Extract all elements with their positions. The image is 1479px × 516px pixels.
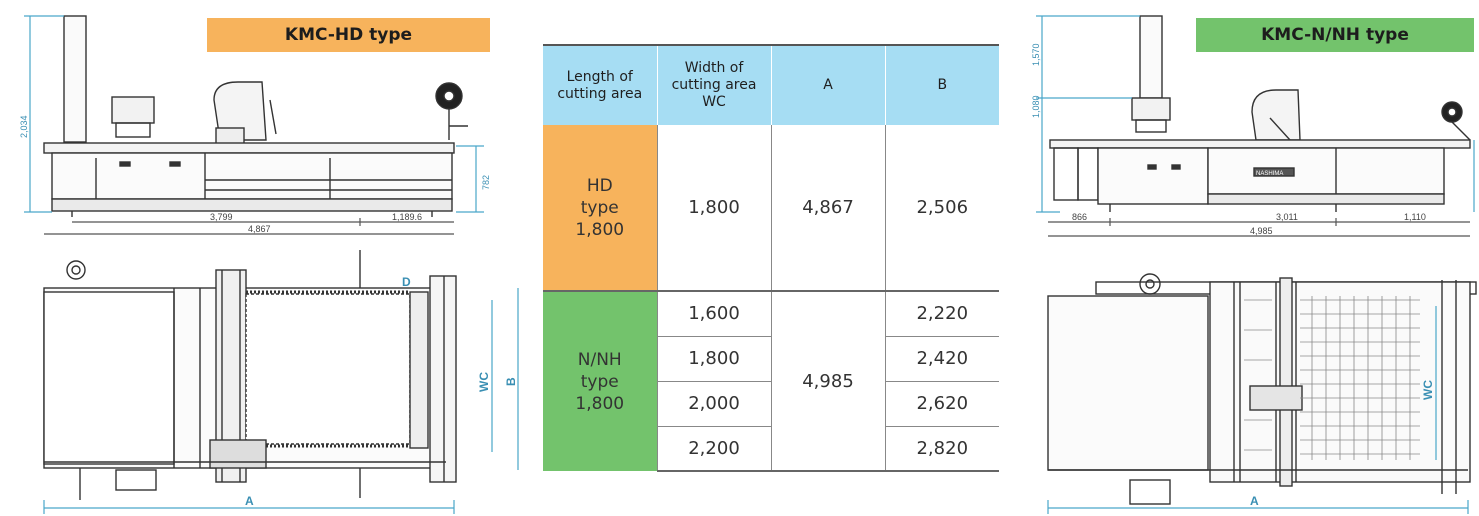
nh-len-right-label: 1,110 <box>1404 212 1426 222</box>
hd-side-elevation <box>43 15 468 217</box>
hd-table-height-label: 782 <box>481 175 491 190</box>
nh-b-cell: 2,620 <box>885 381 999 427</box>
table-row: 2,000 2,620 <box>543 381 999 427</box>
table-row: 2,200 2,820 <box>543 426 999 472</box>
spec-header-row: Length of cutting area Width of cutting ar… <box>543 45 999 125</box>
hd-group-cell: HD type 1,800 <box>543 125 658 292</box>
nh-len-left-label: 866 <box>1072 212 1087 222</box>
nh-b-cell: 2,420 <box>885 336 999 382</box>
nh-plan-length-label: A <box>1250 494 1259 508</box>
nh-wc-cell: 1,800 <box>657 336 772 382</box>
hd-len-main-label: 3,799 <box>210 212 233 222</box>
nh-plan-width-label: WC <box>1421 380 1435 400</box>
nh-wc-cell: 1,600 <box>657 291 772 337</box>
header-b: B <box>885 45 999 125</box>
table-row: HD type 1,800 1,800 4,867 2,506 <box>543 125 999 292</box>
nh-plan-view <box>1047 273 1477 505</box>
hd-height-total-label: 2,034 <box>19 115 29 138</box>
hd-type-badge: KMC-HD type <box>207 18 490 52</box>
nh-cutting-grid <box>1244 296 1420 460</box>
hd-plan-width-label: WC <box>477 372 491 392</box>
table-row: N/NH type 1,800 1,600 4,985 2,220 <box>543 291 999 472</box>
header-length: Length of cutting area <box>543 45 658 125</box>
hd-len-right-label: 1,189.6 <box>392 212 422 222</box>
nh-height-high-label: 1,570 <box>1031 43 1041 66</box>
nh-brand-plate: NASHIMA <box>1256 171 1283 177</box>
nh-b-cell: 2,820 <box>885 426 999 472</box>
nh-len-total-label: 4,985 <box>1250 226 1273 236</box>
hd-drawings: 2,034 782 3,799 1,189.6 4,867 WC B A D <box>19 15 519 514</box>
nh-b-cell: 2,220 <box>885 291 999 337</box>
nh-wc-cell: 2,200 <box>657 426 772 472</box>
spec-table: Length of cutting area Width of cutting ar… <box>543 44 999 472</box>
nh-type-badge: KMC-N/NH type <box>1196 18 1474 52</box>
nh-height-low-label: 1,080 <box>1031 95 1041 118</box>
hd-len-total-label: 4,867 <box>248 224 271 234</box>
header-a: A <box>771 45 886 125</box>
nh-group-cell: N/NH type 1,800 <box>543 291 658 471</box>
table-row: 1,800 2,420 <box>543 336 999 382</box>
hd-plan-marker-label: D <box>402 275 411 289</box>
nh-a-cell: 4,985 <box>771 291 886 472</box>
header-width: Width of cutting area WC <box>657 45 772 125</box>
hd-b-cell: 2,506 <box>885 125 999 292</box>
nh-wc-cell: 2,000 <box>657 381 772 427</box>
hd-a-cell: 4,867 <box>771 125 886 292</box>
hd-plan-depth-label: B <box>504 377 518 386</box>
hd-wc-cell: 1,800 <box>657 125 772 292</box>
nh-side-elevation <box>1049 15 1471 212</box>
nh-len-main-label: 3,011 <box>1276 212 1298 222</box>
hd-plan-view <box>43 250 457 500</box>
hd-plan-length-label: A <box>245 494 254 508</box>
